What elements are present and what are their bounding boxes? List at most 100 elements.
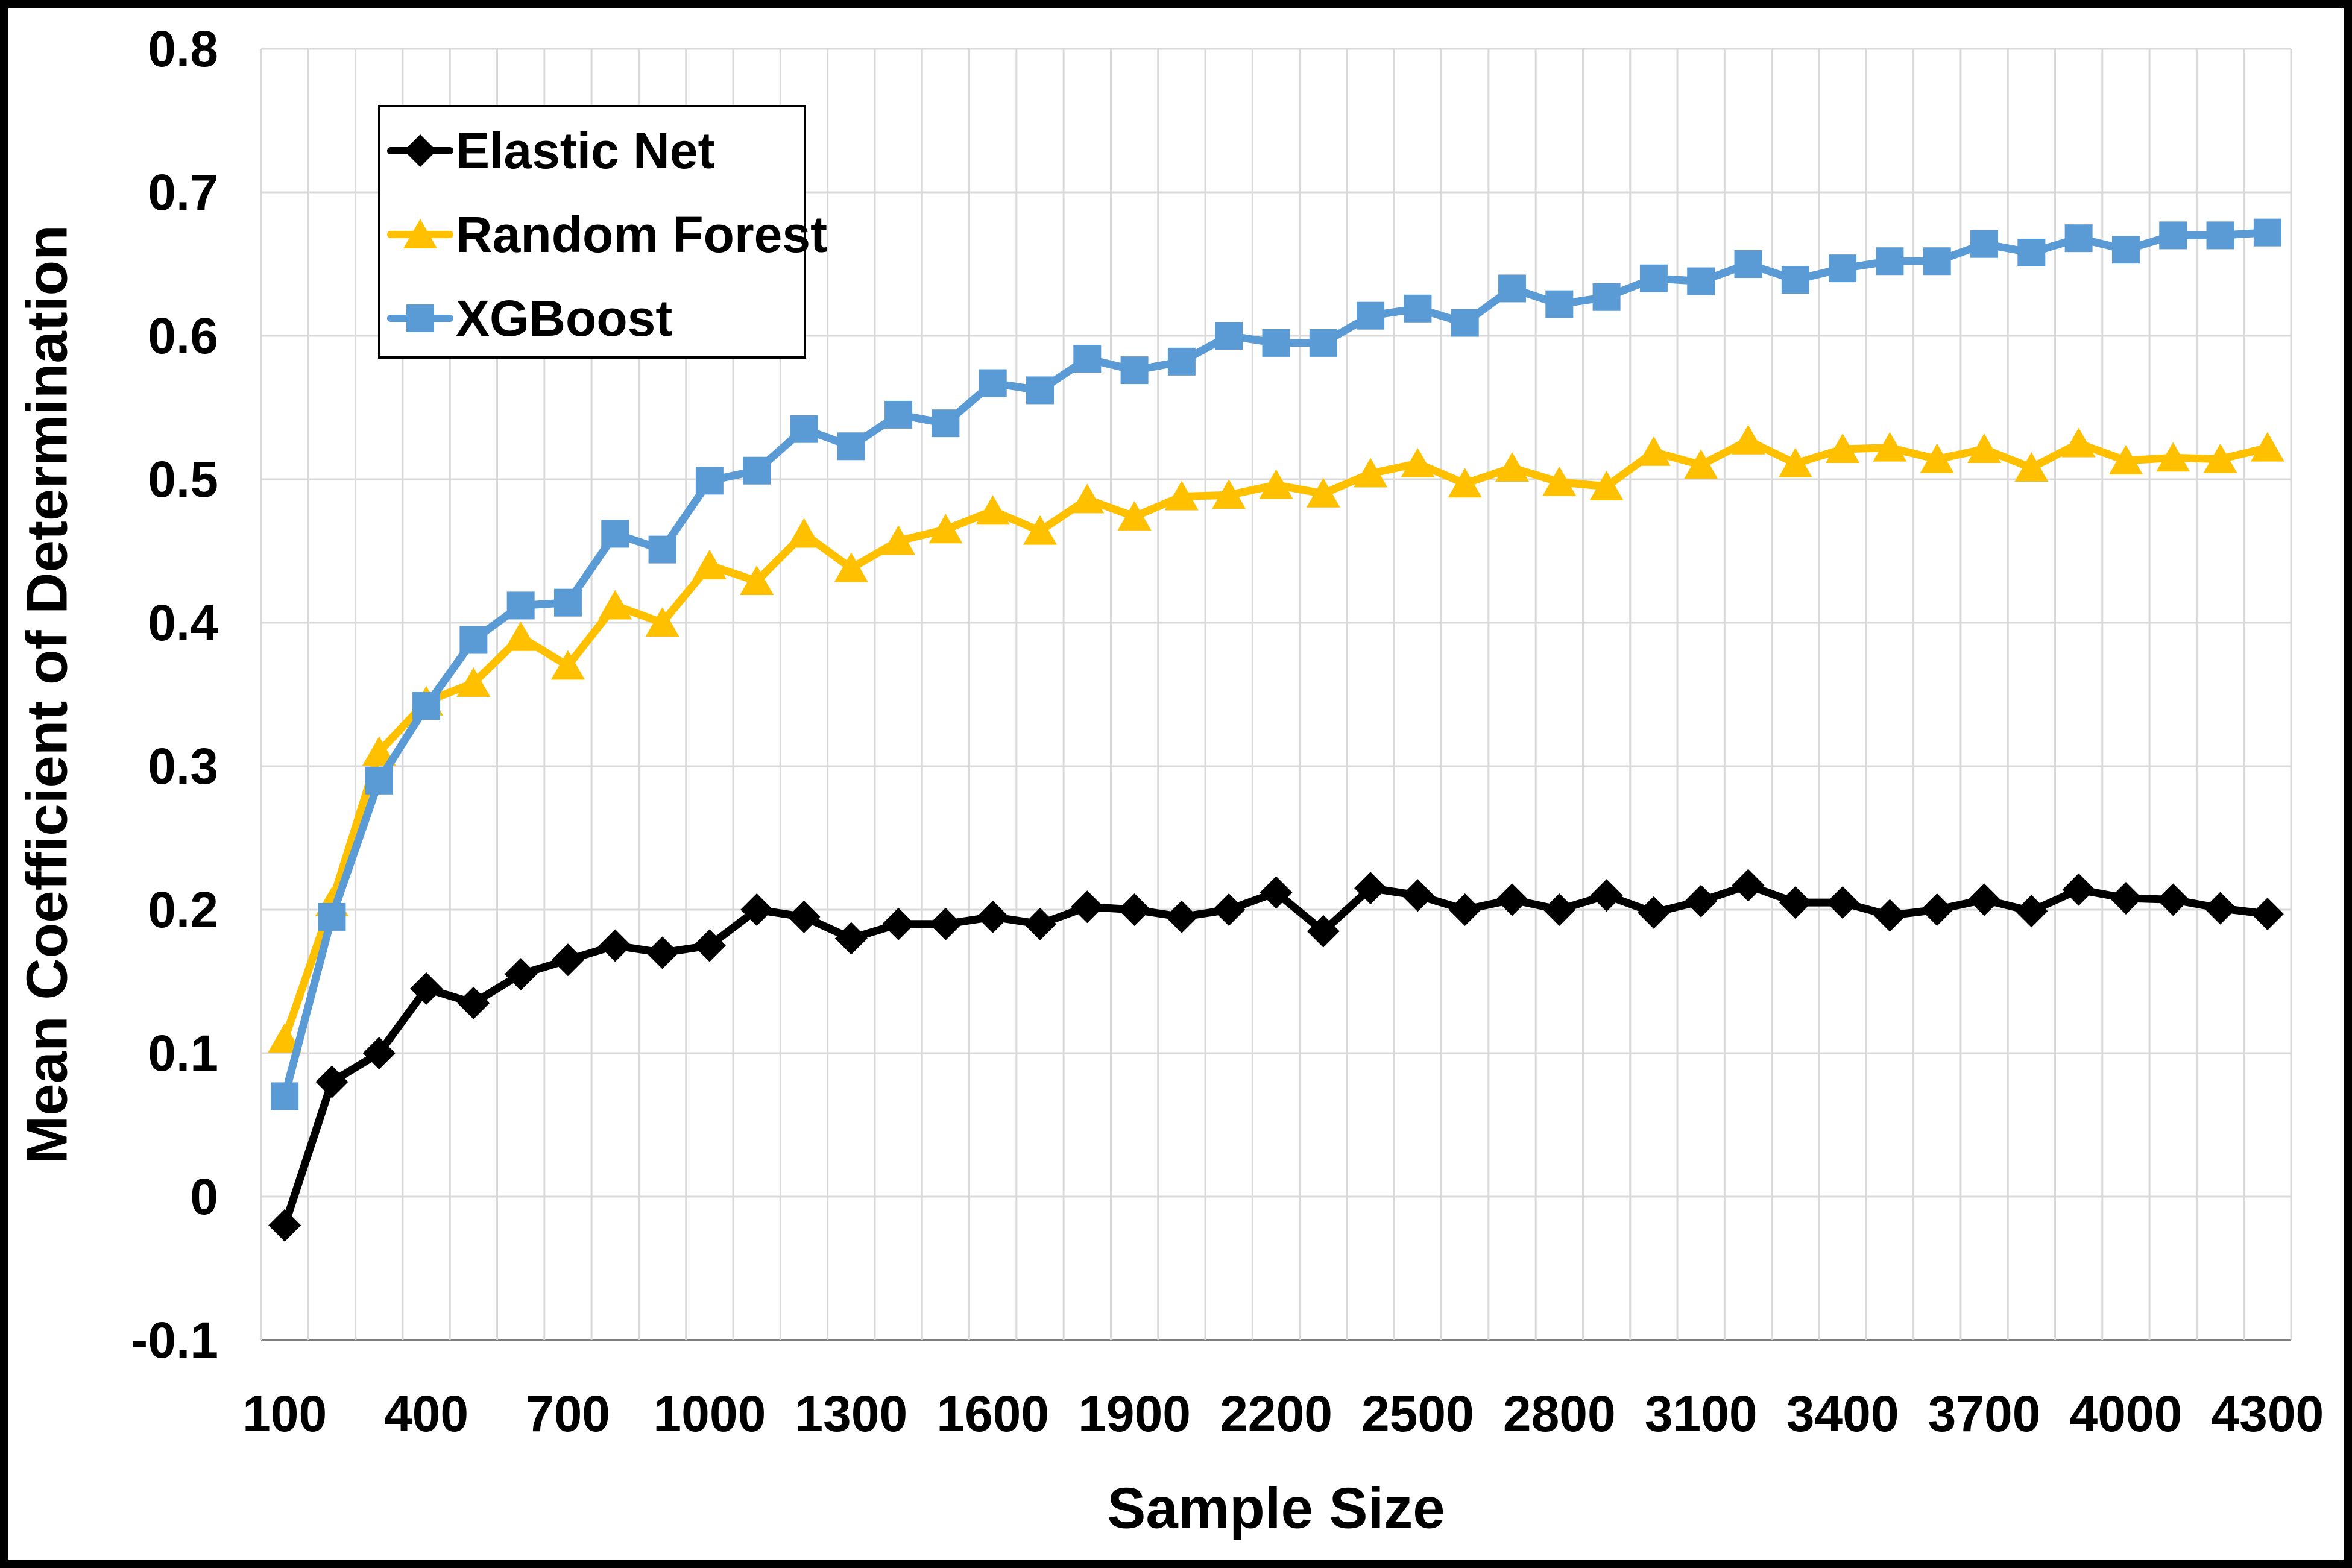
x-tick-label: 3700: [1928, 1385, 2041, 1442]
square-marker: [2017, 238, 2046, 266]
square-marker: [790, 415, 818, 443]
triangle-marker: [692, 549, 727, 579]
diamond-marker: [1118, 893, 1151, 926]
diamond-marker: [1543, 893, 1576, 926]
triangle-marker: [1306, 477, 1340, 508]
square-marker: [1592, 283, 1621, 311]
triangle-marker: [456, 667, 491, 697]
square-marker: [2111, 236, 2140, 264]
diamond-marker: [2109, 881, 2142, 915]
triangle-marker: [645, 607, 679, 637]
triangle-marker: [881, 525, 916, 555]
x-tick-label: 4000: [2070, 1385, 2183, 1442]
x-tick-label: 100: [242, 1385, 327, 1442]
legend-item-xgboost: XGBoost: [387, 290, 672, 347]
triangle-marker: [740, 565, 774, 595]
square-marker: [695, 467, 724, 495]
square-marker: [1639, 264, 1668, 292]
diamond-marker: [1590, 879, 1623, 912]
triangle-marker: [1448, 468, 1482, 498]
diamond-marker: [315, 1065, 348, 1098]
triangle-marker: [2203, 443, 2237, 473]
legend-diamond-icon: [404, 134, 437, 167]
square-marker: [932, 409, 960, 438]
square-marker: [1167, 347, 1196, 376]
diamond-marker: [1212, 893, 1246, 926]
y-tick-label: 0.8: [148, 20, 218, 77]
square-marker: [1309, 329, 1337, 357]
x-tick-label: 700: [526, 1385, 610, 1442]
triangle-marker: [2156, 442, 2190, 472]
square-marker: [271, 1082, 299, 1110]
square-marker: [601, 520, 629, 548]
triangle-marker: [1354, 458, 1388, 488]
square-marker: [2206, 221, 2234, 250]
x-tick-label: 1000: [653, 1385, 766, 1442]
legend-square-icon: [406, 304, 434, 332]
triangle-marker: [1259, 469, 1293, 499]
y-axis-title: Mean Coefficient of Determination: [15, 225, 80, 1163]
square-marker: [1026, 376, 1054, 405]
y-tick-label: 0.5: [148, 451, 218, 508]
square-marker: [837, 432, 865, 461]
triangle-marker: [2250, 432, 2284, 462]
triangle-marker: [834, 552, 868, 582]
diamond-marker: [882, 907, 915, 940]
triangle-marker: [1731, 424, 1765, 455]
y-tick-label: 0.3: [148, 738, 218, 795]
diamond-marker: [1023, 907, 1056, 940]
diamond-marker: [1448, 893, 1481, 926]
x-axis-title: Sample Size: [1107, 1476, 1445, 1541]
square-marker: [1262, 329, 1290, 357]
legend-item-elastic-net: Elastic Net: [387, 122, 715, 179]
square-marker: [743, 456, 771, 485]
x-tick-label: 2200: [1220, 1385, 1332, 1442]
legend: Elastic Net Random Forest XGBoost: [378, 105, 827, 359]
square-marker: [1073, 345, 1102, 373]
x-tick-label: 1900: [1078, 1385, 1191, 1442]
triangle-marker: [1636, 436, 1671, 466]
triangle-marker: [1920, 443, 1954, 473]
series-xgboost: [271, 218, 2281, 1110]
square-marker: [1923, 247, 1951, 276]
triangle-marker: [503, 621, 538, 651]
diamond-marker: [1826, 886, 1859, 919]
diamond-marker: [1354, 872, 1387, 905]
triangle-marker: [362, 736, 396, 766]
y-tick-label: 0: [190, 1168, 218, 1225]
diamond-marker: [551, 943, 584, 977]
diamond-marker: [1260, 876, 1293, 909]
diamond-marker: [1496, 883, 1529, 916]
diamond-marker: [410, 972, 443, 1005]
triangle-marker: [2061, 427, 2096, 458]
legend-label: XGBoost: [456, 290, 672, 347]
x-tick-label: 4300: [2211, 1385, 2324, 1442]
square-marker: [2159, 221, 2187, 250]
diamond-marker: [504, 958, 537, 991]
triangle-marker: [1826, 433, 1860, 464]
square-marker: [1545, 290, 1574, 318]
diamond-marker: [646, 936, 679, 969]
square-marker: [459, 626, 488, 654]
triangle-marker: [1117, 500, 1152, 531]
triangle-marker: [1164, 480, 1199, 511]
diamond-marker: [1165, 900, 1198, 933]
triangle-marker: [598, 590, 632, 620]
triangle-marker: [550, 650, 585, 680]
square-marker: [1451, 309, 1479, 337]
triangle-marker: [976, 495, 1010, 525]
triangle-marker: [1873, 432, 1907, 462]
x-tick-label: 3100: [1645, 1385, 1758, 1442]
square-marker: [1120, 356, 1149, 385]
square-marker: [365, 766, 393, 795]
diamond-marker: [599, 929, 632, 962]
y-tick-label: 0.7: [148, 164, 218, 221]
triangle-marker: [2014, 452, 2049, 482]
triangle-marker: [1778, 447, 1812, 477]
x-tick-label: 2500: [1361, 1385, 1474, 1442]
triangle-marker: [1589, 470, 1624, 500]
triangle-marker: [1070, 483, 1105, 514]
